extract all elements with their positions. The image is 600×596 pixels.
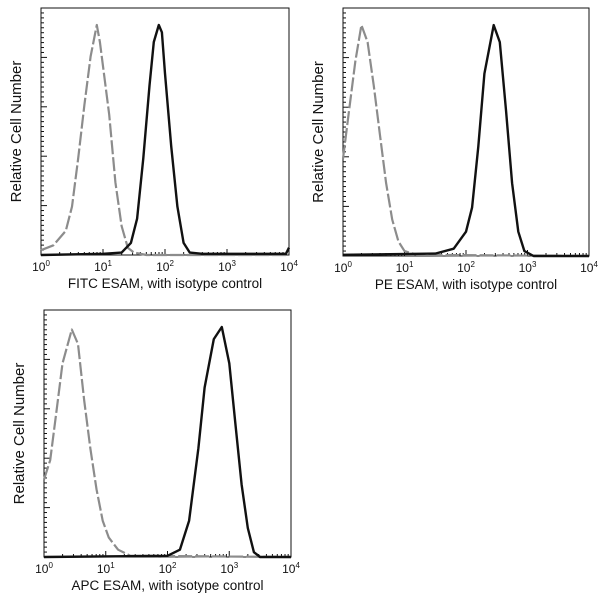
tick-base: 10 (35, 562, 49, 576)
tick-base: 10 (580, 261, 594, 275)
tick-base: 10 (156, 260, 170, 274)
y-axis-label: Relative Cell Number (8, 61, 25, 203)
tick-exponent: 3 (234, 561, 239, 570)
plot-frame (40, 7, 290, 256)
tick-exponent: 2 (470, 260, 475, 269)
tick-exponent: 0 (48, 561, 53, 570)
x-tick-label: 103 (220, 561, 238, 576)
tick-base: 10 (457, 261, 471, 275)
tick-base: 10 (32, 260, 46, 274)
x-tick-label: 100 (35, 561, 53, 576)
tick-exponent: 3 (231, 259, 236, 268)
tick-exponent: 2 (172, 561, 177, 570)
tick-exponent: 1 (107, 259, 112, 268)
esam-histogram (342, 23, 589, 258)
isotype-control-histogram (42, 328, 292, 559)
tick-base: 10 (334, 261, 348, 275)
tick-exponent: 4 (593, 260, 598, 269)
tick-exponent: 3 (532, 260, 537, 269)
tick-base: 10 (396, 261, 410, 275)
x-tick-label: 103 (519, 260, 537, 275)
x-tick-label: 100 (334, 260, 352, 275)
tick-base: 10 (519, 261, 533, 275)
tick-exponent: 1 (409, 260, 414, 269)
tick-base: 10 (280, 260, 294, 274)
tick-exponent: 0 (347, 260, 352, 269)
tick-base: 10 (218, 260, 232, 274)
x-axis-label: FITC ESAM, with isotype control (68, 276, 262, 291)
x-tick-label: 102 (457, 260, 475, 275)
plot-frame (43, 309, 292, 558)
y-axis-label: Relative Cell Number (11, 363, 28, 505)
x-tick-label: 101 (97, 561, 115, 576)
tick-base: 10 (94, 260, 108, 274)
x-tick-label: 104 (580, 260, 598, 275)
tick-base: 10 (282, 562, 296, 576)
esam-histogram (40, 23, 291, 257)
x-axis-label: APC ESAM, with isotype control (71, 578, 263, 593)
tick-exponent: 4 (293, 259, 298, 268)
tick-base: 10 (97, 562, 111, 576)
isotype-control-histogram (40, 23, 289, 257)
y-axis-label: Relative Cell Number (310, 61, 327, 203)
x-tick-label: 102 (156, 259, 174, 274)
tick-base: 10 (159, 562, 173, 576)
x-tick-label: 101 (396, 260, 414, 275)
isotype-control-histogram (341, 24, 590, 258)
esam-histogram (43, 325, 291, 559)
x-axis-label: PE ESAM, with isotype control (375, 277, 557, 292)
tick-exponent: 4 (295, 561, 300, 570)
x-tick-label: 104 (280, 259, 298, 274)
x-tick-label: 100 (32, 259, 50, 274)
x-tick-label: 104 (282, 561, 300, 576)
tick-base: 10 (220, 562, 234, 576)
tick-exponent: 0 (45, 259, 50, 268)
x-tick-label: 101 (94, 259, 112, 274)
x-tick-label: 103 (218, 259, 236, 274)
tick-exponent: 1 (110, 561, 115, 570)
tick-exponent: 2 (169, 259, 174, 268)
x-tick-label: 102 (159, 561, 177, 576)
